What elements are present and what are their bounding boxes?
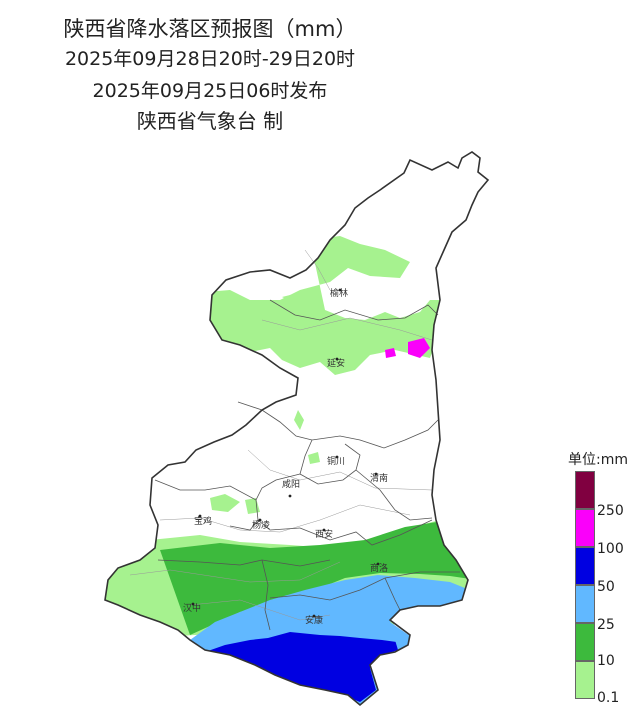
city-label-yulin: 榆林 — [330, 287, 348, 299]
rain-area-50 — [205, 632, 404, 702]
legend-title: 单位:mm — [568, 452, 628, 468]
legend-tick-10: 10 — [597, 653, 615, 669]
city-labels: 榆林 延安 铜川 渭南 咸阳 宝鸡 杨凌 西安 商洛 汉中 安康 — [183, 287, 388, 626]
legend-swatch-10-25 — [575, 623, 595, 661]
legend-swatch-250-plus — [575, 471, 595, 509]
issuer: 陕西省气象台 制 — [136, 109, 284, 133]
legend-swatch-50-100 — [575, 547, 595, 585]
rain-area-100 — [408, 338, 430, 358]
city-markers — [191, 288, 380, 618]
rain-area-0_1-small-5 — [308, 452, 320, 464]
rain-area-0_1-small-2 — [210, 494, 240, 512]
forecast-period: 2025年09月28日20时-29日20时 — [64, 48, 356, 70]
rain-area-0_1-north — [205, 236, 445, 375]
city-boundaries — [154, 299, 460, 631]
city-label-shangluo: 商洛 — [370, 562, 388, 574]
city-label-ankang: 安康 — [305, 614, 323, 626]
county-borders — [129, 249, 433, 621]
rain-area-0_1-small-3 — [245, 498, 260, 514]
city-label-xian: 西安 — [315, 528, 333, 540]
rain-areas — [105, 236, 480, 705]
city-label-tongchuan: 铜川 — [327, 455, 345, 467]
legend-tick-50: 50 — [597, 579, 615, 595]
map-title-block: 陕西省降水落区预报图（mm） 2025年09月28日20时-29日20时 202… — [0, 14, 420, 136]
issue-time: 2025年09月25日06时发布 — [92, 80, 328, 102]
legend-swatch-100-250 — [575, 509, 595, 547]
province-outline — [104, 151, 490, 707]
legend-tick-100: 100 — [597, 541, 624, 557]
rain-area-100-small — [385, 348, 396, 358]
city-label-yangling: 杨凌 — [252, 519, 270, 531]
rain-area-0_1-small-1 — [282, 293, 312, 306]
city-label-yanan: 延安 — [327, 357, 345, 369]
rain-area-0_1-small-4 — [294, 410, 304, 430]
legend-tick-250: 250 — [597, 503, 624, 519]
city-label-weinan: 渭南 — [370, 472, 388, 484]
legend-swatch-0_1-10 — [575, 661, 595, 699]
map-title: 陕西省降水落区预报图（mm） — [63, 17, 357, 41]
city-label-baoji: 宝鸡 — [194, 515, 212, 527]
city-label-hanzhong: 汉中 — [183, 602, 201, 614]
legend-swatch-25-50 — [575, 585, 595, 623]
rain-area-25-inner — [395, 636, 410, 650]
legend-tick-0_1: 0.1 — [597, 690, 620, 706]
legend-tick-25: 25 — [597, 617, 615, 633]
rain-area-10 — [160, 520, 478, 635]
city-label-xianyang: 咸阳 — [282, 478, 300, 490]
